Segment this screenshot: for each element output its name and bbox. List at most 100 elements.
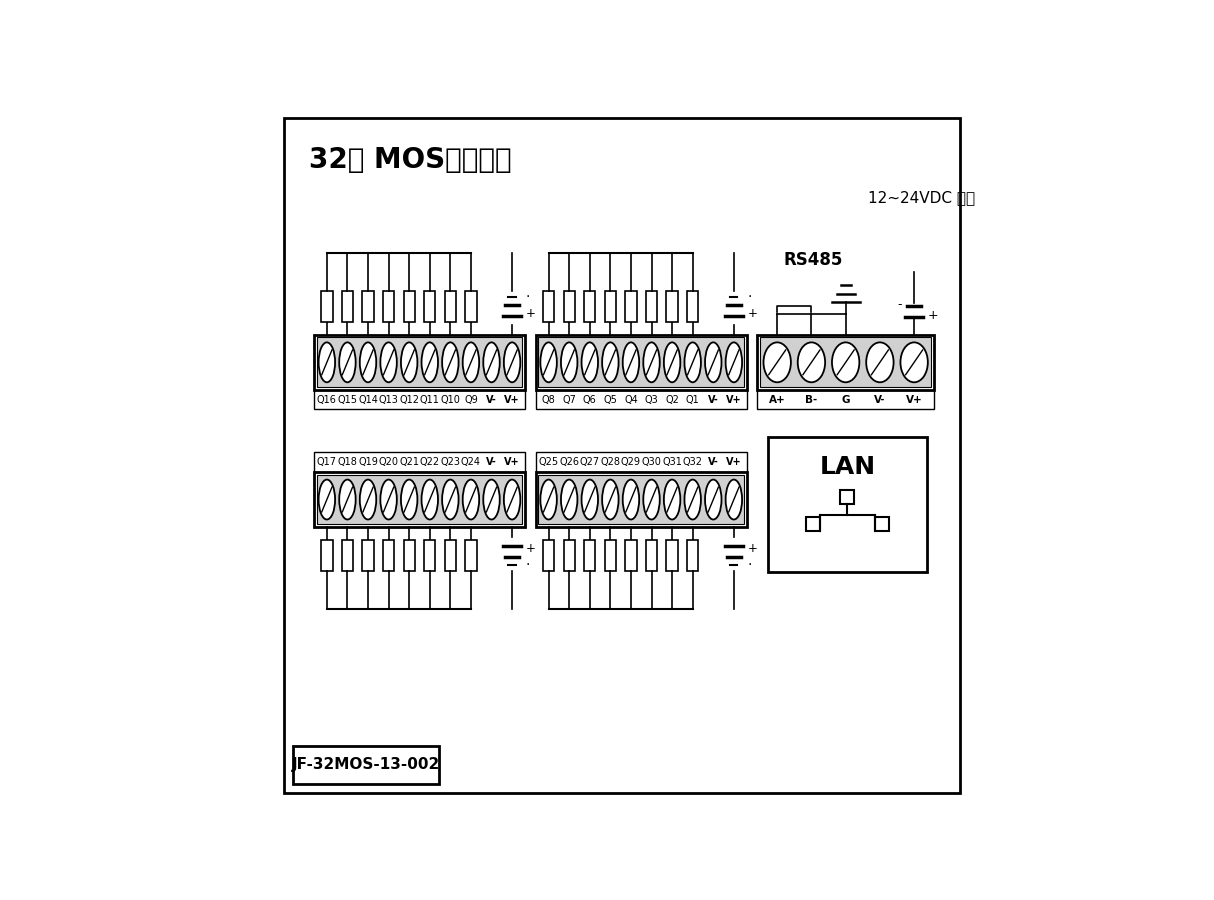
Bar — [538, 474, 744, 525]
Text: Q24: Q24 — [461, 457, 481, 467]
Ellipse shape — [561, 480, 578, 519]
Ellipse shape — [540, 342, 557, 382]
Bar — [313, 390, 526, 410]
Text: Q14: Q14 — [358, 395, 378, 405]
Bar — [317, 338, 522, 387]
Text: Q23: Q23 — [441, 457, 460, 467]
Text: Q32: Q32 — [682, 457, 703, 467]
Ellipse shape — [442, 480, 459, 519]
Ellipse shape — [359, 480, 376, 519]
Text: Q3: Q3 — [645, 395, 658, 405]
Text: +: + — [748, 542, 758, 554]
Text: G: G — [841, 395, 850, 405]
Ellipse shape — [401, 480, 418, 519]
Ellipse shape — [504, 342, 521, 382]
Text: Q7: Q7 — [562, 395, 577, 405]
Ellipse shape — [832, 342, 860, 382]
Bar — [403, 540, 415, 571]
Text: Q4: Q4 — [624, 395, 637, 405]
Text: Q30: Q30 — [641, 457, 662, 467]
Ellipse shape — [380, 342, 397, 382]
Text: ·: · — [526, 558, 531, 572]
Bar — [840, 490, 855, 504]
Text: LAN: LAN — [819, 454, 875, 479]
Ellipse shape — [442, 342, 459, 382]
Text: Q8: Q8 — [541, 395, 556, 405]
Text: Q15: Q15 — [337, 395, 357, 405]
Text: ·: · — [748, 558, 753, 572]
Bar — [767, 437, 927, 572]
Bar — [666, 291, 677, 322]
Text: Q27: Q27 — [580, 457, 600, 467]
Bar — [666, 540, 677, 571]
Ellipse shape — [318, 342, 335, 382]
Text: Q1: Q1 — [686, 395, 699, 405]
Text: +: + — [927, 309, 938, 321]
Text: Q13: Q13 — [379, 395, 398, 405]
Bar — [362, 291, 374, 322]
Ellipse shape — [623, 342, 640, 382]
Text: Q16: Q16 — [317, 395, 336, 405]
Text: V-: V- — [708, 457, 719, 467]
Bar — [605, 291, 615, 322]
Bar — [535, 472, 747, 527]
Ellipse shape — [463, 480, 480, 519]
Text: JF-32MOS-13-002: JF-32MOS-13-002 — [291, 757, 439, 772]
Text: B-: B- — [805, 395, 817, 405]
Bar — [584, 291, 595, 322]
Ellipse shape — [421, 480, 438, 519]
Bar — [403, 291, 415, 322]
Text: V-: V- — [874, 395, 886, 405]
Bar — [535, 453, 747, 472]
Ellipse shape — [764, 342, 790, 382]
Ellipse shape — [726, 342, 742, 382]
Ellipse shape — [685, 342, 700, 382]
Text: Q22: Q22 — [420, 457, 439, 467]
Text: Q18: Q18 — [337, 457, 357, 467]
Bar — [362, 540, 374, 571]
Ellipse shape — [867, 342, 894, 382]
Ellipse shape — [602, 342, 619, 382]
Text: -: - — [897, 298, 902, 311]
Bar — [646, 540, 657, 571]
Bar — [760, 338, 931, 387]
Ellipse shape — [901, 342, 927, 382]
Bar — [535, 335, 747, 390]
Bar — [543, 291, 555, 322]
Ellipse shape — [705, 342, 721, 382]
Text: +: + — [526, 542, 535, 554]
Ellipse shape — [421, 342, 438, 382]
Text: V+: V+ — [504, 457, 520, 467]
Ellipse shape — [705, 480, 721, 519]
Bar — [625, 540, 636, 571]
Ellipse shape — [582, 480, 599, 519]
Ellipse shape — [339, 342, 356, 382]
Bar — [424, 291, 436, 322]
Text: V+: V+ — [504, 395, 520, 405]
Bar — [758, 335, 934, 390]
Bar — [342, 291, 353, 322]
Bar — [625, 291, 636, 322]
Ellipse shape — [643, 480, 659, 519]
Ellipse shape — [540, 480, 557, 519]
Text: +: + — [748, 307, 758, 320]
Bar — [424, 540, 436, 571]
Bar — [317, 474, 522, 525]
Bar — [382, 291, 395, 322]
Text: Q19: Q19 — [358, 457, 378, 467]
Text: Q25: Q25 — [539, 457, 558, 467]
Bar — [342, 540, 353, 571]
Text: V+: V+ — [726, 457, 742, 467]
Ellipse shape — [582, 342, 599, 382]
Ellipse shape — [339, 480, 356, 519]
Bar — [806, 518, 819, 531]
Text: Q31: Q31 — [662, 457, 682, 467]
Bar — [313, 335, 526, 390]
Bar — [322, 291, 333, 322]
Text: ·: · — [526, 290, 531, 304]
Bar — [758, 390, 934, 410]
Text: V-: V- — [486, 395, 497, 405]
Ellipse shape — [664, 480, 680, 519]
Ellipse shape — [380, 480, 397, 519]
Bar — [646, 291, 657, 322]
